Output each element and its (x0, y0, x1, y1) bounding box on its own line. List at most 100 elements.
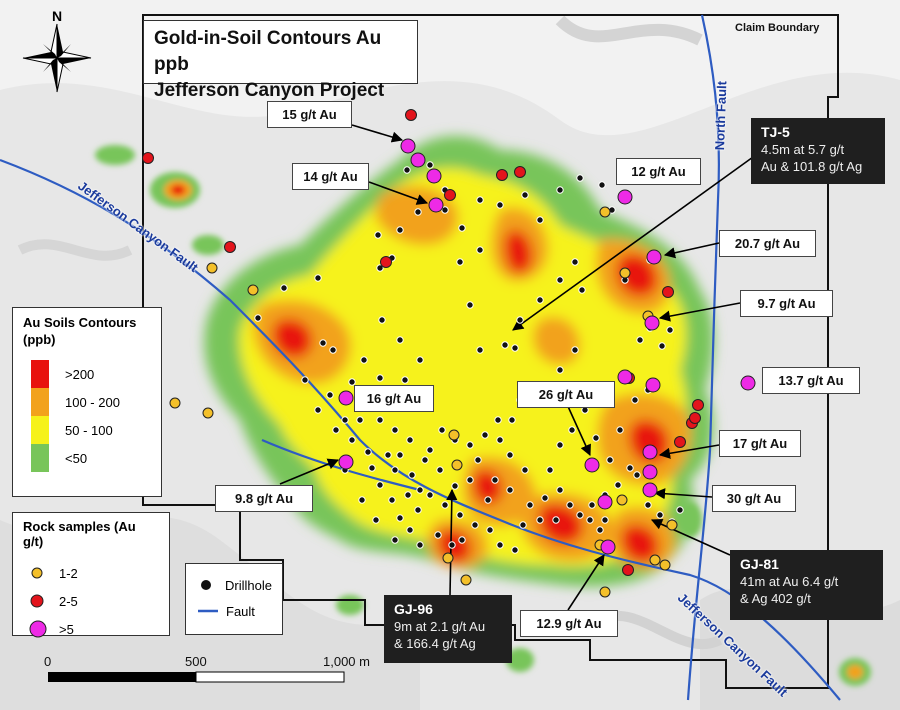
drillhole-7 (376, 264, 384, 272)
drillhole-33 (451, 482, 459, 490)
swatch-100-200 (31, 388, 49, 416)
drillhole-76 (536, 516, 544, 524)
drillhole-35 (421, 456, 429, 464)
drillhole-32 (466, 476, 474, 484)
drillhole-59 (541, 494, 549, 502)
drillhole-10 (396, 226, 404, 234)
legend-label-lt50: <50 (65, 450, 88, 466)
drillhole-81 (448, 541, 456, 549)
drillhole-29 (508, 416, 516, 424)
drillhole-83 (416, 541, 424, 549)
rock-samples (142, 109, 756, 598)
north-label: N (52, 8, 63, 24)
drillhole-88 (408, 471, 416, 479)
drillhole-78 (491, 476, 499, 484)
drillhole-62 (576, 511, 584, 519)
rock-sample-2 (224, 241, 236, 253)
drillhole-119 (496, 201, 504, 209)
drillhole-48 (406, 526, 414, 534)
rock-sample-36 (428, 197, 444, 213)
callout-gj-96-name: GJ-96 (394, 601, 433, 617)
callout-tj-5-name: TJ-5 (761, 124, 790, 140)
drillhole-61 (566, 501, 574, 509)
drillhole-13 (458, 224, 466, 232)
drillhole-24 (578, 286, 586, 294)
rock-sample-24 (659, 559, 671, 571)
drillhole-18 (501, 341, 509, 349)
callout-tj-5: TJ-5 4.5m at 5.7 g/t Au & 101.8 g/t Ag (751, 118, 885, 184)
drillhole-90 (426, 446, 434, 454)
rock-sample-41 (338, 390, 354, 406)
swatch-lt50 (31, 444, 49, 472)
drillhole-1 (280, 284, 288, 292)
label-15-g-t: 15 g/t Au (267, 101, 352, 128)
drillhole-15 (456, 258, 464, 266)
rock-sample-47 (597, 494, 613, 510)
drillhole-102 (592, 434, 600, 442)
swatch-50-100 (31, 416, 49, 444)
drillhole-73 (596, 526, 604, 534)
drillhole-51 (441, 501, 449, 509)
rock-sample-20 (645, 377, 661, 393)
north-fault-line (686, 14, 720, 701)
label-26-g-t: 26 g/t Au (517, 381, 615, 408)
rock-sample-9 (451, 459, 463, 471)
rock-2-5-icon (30, 594, 44, 608)
drillhole-58 (526, 501, 534, 509)
title-line-2: Jefferson Canyon Project (154, 80, 385, 101)
drillhole-107 (658, 342, 666, 350)
drillhole-100 (568, 426, 576, 434)
drillhole-79 (484, 496, 492, 504)
drillhole-5 (301, 376, 309, 384)
drillhole-11 (414, 208, 422, 216)
label-20-7-g-t: 20.7 g/t Au (719, 230, 816, 257)
rock-sample-23 (689, 412, 701, 424)
rock-sample-25 (622, 564, 634, 576)
drillhole-117 (536, 216, 544, 224)
legend-label-gt200: >200 (65, 366, 95, 382)
drillhole-98 (546, 466, 554, 474)
rock-sample-0 (405, 109, 417, 121)
rock-sample-12 (448, 429, 460, 441)
drillhole-95 (494, 416, 502, 424)
rock-sample-1 (142, 152, 154, 164)
legend-soil-heading: Au Soils Contours (ppb) (23, 315, 137, 347)
drillhole-125 (396, 336, 404, 344)
drillhole-116 (556, 186, 564, 194)
drillhole-21 (536, 296, 544, 304)
label-12-9-g-t: 12.9 g/t Au (520, 610, 618, 637)
drillhole-60 (556, 486, 564, 494)
drillhole-67 (633, 471, 641, 479)
rock-sample-43 (584, 457, 600, 473)
rock-sample-44 (642, 444, 658, 460)
legend-item-100-200: 100 - 200 (31, 388, 151, 416)
drillhole-52 (456, 511, 464, 519)
drillhole-85 (391, 466, 399, 474)
swatch-gt200 (31, 360, 49, 388)
scale-label-end: 1,000 m (323, 654, 370, 669)
legend-item-drillhole: Drillhole (196, 572, 272, 598)
rock-sample-17 (692, 399, 704, 411)
callout-tj-5-line2: Au & 101.8 g/t Ag (761, 159, 863, 174)
callout-gj-81-name: GJ-81 (740, 556, 779, 572)
drillhole-36 (406, 436, 414, 444)
rock-sample-5 (496, 169, 508, 181)
drillhole-icon (201, 580, 211, 590)
drillholes (254, 161, 684, 554)
drillhole-23 (571, 258, 579, 266)
scale-label-zero: 0 (44, 654, 52, 669)
rock-sample-13 (619, 267, 631, 279)
drillhole-91 (438, 426, 446, 434)
drillhole-93 (466, 441, 474, 449)
drillhole-14 (476, 246, 484, 254)
drillhole-2 (314, 274, 322, 282)
legend-label-rock-2-5: 2-5 (59, 593, 78, 609)
rock-sample-26 (649, 554, 661, 566)
drillhole-103 (606, 456, 614, 464)
rock-sample-38 (646, 249, 662, 265)
legend-label-rock-1-2: 1-2 (59, 565, 78, 581)
rock-sample-7 (444, 189, 456, 201)
rock-sample-32 (666, 519, 678, 531)
rock-sample-4 (247, 284, 259, 296)
callout-tj-5-line1: 4.5m at 5.7 g/t (761, 142, 845, 157)
